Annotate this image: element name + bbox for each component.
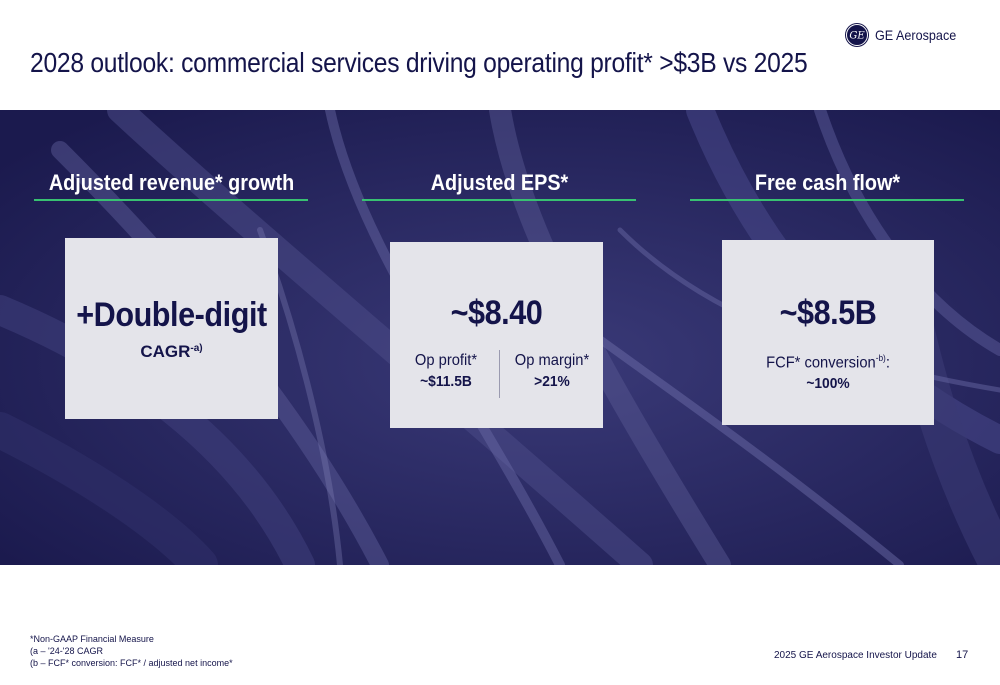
heading-free-cash-flow: Free cash flow* — [754, 170, 901, 195]
op-margin-label: Op margin* — [514, 352, 590, 369]
fcf-conversion-label: FCF* conversion-b): — [730, 353, 925, 372]
ge-monogram-icon: GE — [844, 23, 869, 47]
brand-name: GE Aerospace — [874, 27, 956, 43]
revenue-growth-card: +Double-digit CAGR-a) — [65, 238, 278, 419]
page-number: 17 — [956, 649, 969, 661]
slide-title: 2028 outlook: commercial services drivin… — [30, 47, 808, 78]
metric-divider — [499, 350, 500, 398]
revenue-growth-value: +Double-digit — [76, 296, 267, 334]
heading-underline — [34, 199, 308, 201]
svg-text:GE: GE — [849, 31, 865, 42]
free-cash-flow-value: ~$8.5B — [779, 294, 877, 332]
heading-adjusted-eps: Adjusted EPS* — [430, 170, 569, 195]
footnote-non-gaap: *Non-GAAP Financial Measure — [30, 634, 154, 644]
adjusted-eps-card: ~$8.40 Op profit* ~$11.5B Op margin* >21… — [390, 242, 603, 428]
fcf-conversion-value: ~100% — [806, 375, 850, 392]
cagr-label: CAGR — [140, 342, 191, 361]
op-profit-value: ~$11.5B — [420, 373, 472, 390]
adjusted-eps-value: ~$8.40 — [450, 294, 543, 332]
heading-underline — [690, 199, 964, 201]
fcf-conversion-colon: : — [885, 354, 890, 372]
revenue-growth-subline: CAGR-a) — [65, 342, 278, 362]
op-profit-label: Op profit* — [414, 352, 478, 369]
fcf-conversion-text: FCF* conversion — [766, 354, 876, 372]
footnote-a: (a – '24-'28 CAGR — [30, 646, 103, 656]
heading-underline — [362, 199, 636, 201]
footnote-ref-a: -a) — [190, 343, 203, 354]
engine-image-band — [0, 110, 1000, 565]
footnote-ref-b: -b) — [875, 353, 886, 363]
free-cash-flow-card: ~$8.5B FCF* conversion-b): ~100% — [722, 240, 934, 425]
brand-logo: GE GE Aerospace — [844, 21, 965, 49]
footer-event-name: 2025 GE Aerospace Investor Update — [774, 650, 937, 661]
footnote-b: (b – FCF* conversion: FCF* / adjusted ne… — [30, 658, 233, 668]
heading-revenue-growth: Adjusted revenue* growth — [48, 170, 295, 195]
op-margin-value: >21% — [534, 373, 570, 390]
